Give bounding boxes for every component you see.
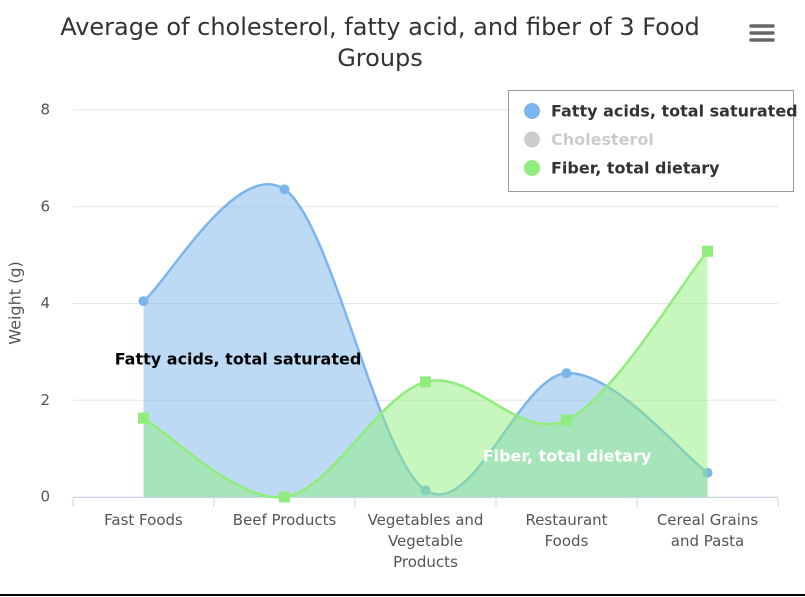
x-tick-label: Beef Products bbox=[232, 511, 337, 529]
legend-label: Fiber, total dietary bbox=[551, 159, 720, 178]
legend-item[interactable]: Fiber, total dietary bbox=[524, 159, 720, 178]
x-tick-label: Fast Foods bbox=[104, 511, 183, 529]
y-tick-label: 4 bbox=[40, 294, 50, 312]
point bbox=[138, 296, 149, 307]
menu-icon[interactable] bbox=[749, 24, 775, 42]
chart-title: Average of cholesterol, fatty acid, and … bbox=[60, 13, 700, 72]
y-tick-label: 2 bbox=[40, 391, 50, 409]
x-tick-label: Cereal Grains and Pasta bbox=[656, 511, 759, 550]
legend-item[interactable]: Fatty acids, total saturated bbox=[524, 102, 798, 121]
area bbox=[143, 251, 708, 498]
legend-symbol bbox=[524, 103, 540, 119]
point bbox=[702, 245, 713, 257]
point bbox=[279, 491, 290, 503]
legend-box bbox=[508, 90, 794, 192]
point bbox=[561, 368, 572, 379]
y-tick-label: 6 bbox=[40, 197, 50, 215]
point bbox=[561, 414, 572, 426]
x-tick-label: Vegetables and Vegetable Products bbox=[367, 511, 484, 571]
series-label: Fatty acids, total saturated bbox=[115, 350, 362, 369]
y-tick-label: 8 bbox=[40, 101, 50, 119]
point bbox=[279, 184, 290, 195]
x-tick-label: Restaurant Foods bbox=[525, 511, 608, 550]
point bbox=[420, 376, 431, 388]
legend-item[interactable]: Cholesterol bbox=[524, 130, 654, 149]
y-tick-label: 0 bbox=[40, 488, 50, 506]
legend-symbol bbox=[524, 160, 540, 176]
y-axis-title: Weight (g) bbox=[6, 261, 25, 344]
legend-symbol bbox=[524, 131, 540, 148]
legend-label: Cholesterol bbox=[551, 130, 654, 149]
series-label: Fiber, total dietary bbox=[483, 447, 652, 466]
point bbox=[138, 412, 149, 424]
legend: Fatty acids, total saturated Cholesterol F… bbox=[508, 90, 798, 192]
legend-label: Fatty acids, total saturated bbox=[551, 102, 798, 121]
